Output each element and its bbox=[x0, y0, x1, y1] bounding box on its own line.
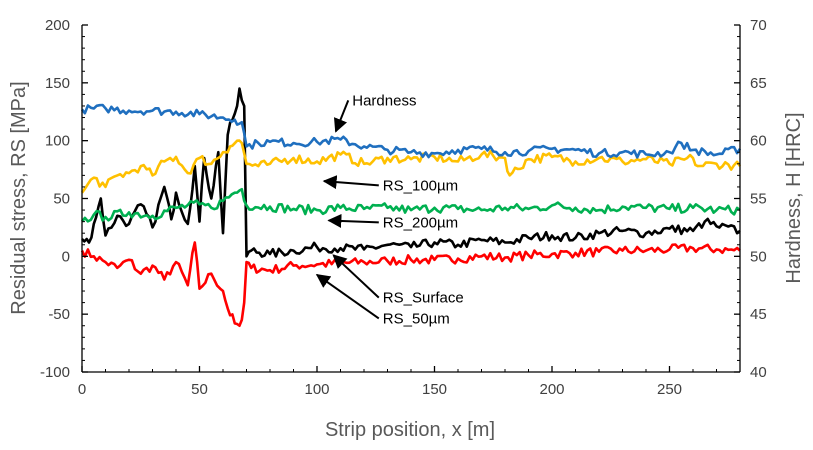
annotation-label-rs-200-m: RS_200µm bbox=[383, 214, 458, 231]
x-tick-label: 100 bbox=[304, 381, 329, 398]
y-tick-label: 0 bbox=[62, 248, 70, 265]
series-line-rs-50-m bbox=[80, 241, 741, 328]
annotation-label-rs-50-m: RS_50µm bbox=[383, 310, 450, 327]
annotation-arrow-rs-surface bbox=[332, 254, 380, 299]
x-tick-label: 200 bbox=[539, 381, 564, 398]
y2-tick-label: 70 bbox=[750, 17, 767, 34]
annotation-arrow-rs-200-m bbox=[327, 213, 379, 228]
annotation-label-hardness: Hardness bbox=[352, 92, 416, 109]
series-line-hardness bbox=[80, 103, 742, 159]
y-axis-title: Residual stress, RS [MPa] bbox=[8, 81, 30, 314]
ticks-layer: 0 50 100 150 200 250 -100 -50 0 50 100 150 200 40 45 50… bbox=[40, 17, 767, 398]
y2-tick-label: 40 bbox=[750, 364, 767, 381]
annotation-label-rs-100-m: RS_100µm bbox=[383, 177, 458, 194]
y2-tick-label: 65 bbox=[750, 75, 767, 92]
x-tick-label: 50 bbox=[191, 381, 208, 398]
series-line-rs-surface bbox=[81, 87, 741, 258]
x-tick-label: 0 bbox=[78, 381, 86, 398]
x-tick-label: 250 bbox=[657, 381, 682, 398]
annotation-label-rs-surface: RS_Surface bbox=[383, 290, 464, 307]
series-line-rs-100-m bbox=[80, 139, 742, 194]
y2-tick-label: 55 bbox=[750, 191, 767, 208]
annotation-arrow-hardness bbox=[333, 100, 350, 133]
y-tick-label: -50 bbox=[48, 306, 70, 323]
y-tick-label: 100 bbox=[45, 133, 70, 150]
annotation-arrow-rs-50-m bbox=[315, 274, 380, 320]
x-axis-title: Strip position, x [m] bbox=[325, 419, 495, 441]
annotation-arrow-rs-100-m bbox=[322, 175, 379, 190]
series-layer bbox=[80, 87, 742, 328]
annotation-layer: Hardness RS_100µm RS_200µm RS_Surface RS_50µ… bbox=[315, 92, 464, 327]
y2-tick-label: 45 bbox=[750, 306, 767, 323]
y2-axis-title: Hardness, H [HRC] bbox=[783, 112, 805, 283]
y-tick-label: 50 bbox=[53, 191, 70, 208]
y-tick-label: 150 bbox=[45, 75, 70, 92]
y-tick-label: -100 bbox=[40, 364, 70, 381]
y2-tick-label: 50 bbox=[750, 248, 767, 265]
series-line-rs-200-m bbox=[80, 187, 741, 223]
y2-tick-label: 60 bbox=[750, 133, 767, 150]
y-tick-label: 200 bbox=[45, 17, 70, 34]
x-tick-label: 150 bbox=[422, 381, 447, 398]
